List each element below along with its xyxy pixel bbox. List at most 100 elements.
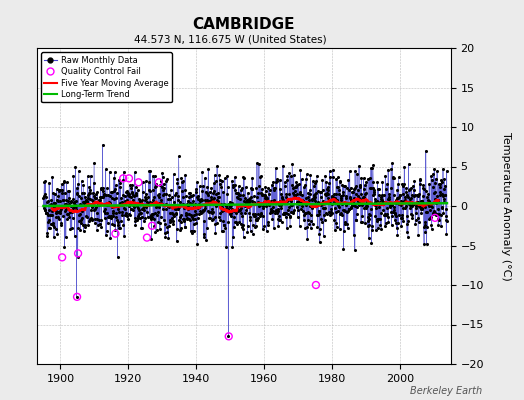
Point (380, 200, 388, 206)
Point (276, 186, 285, 192)
Point (333, 174, 342, 180)
Point (170, 204, 179, 210)
Point (254, 190, 263, 197)
Point (94, 196, 103, 203)
Point (269, 198, 278, 204)
Point (176, 214, 184, 220)
Point (392, 197, 400, 203)
Point (270, 187, 279, 194)
Point (436, 189, 444, 195)
Point (132, 184, 140, 190)
Point (247, 197, 256, 204)
Point (334, 201, 343, 208)
Point (125, 192, 133, 199)
Point (49, 200, 58, 206)
Point (381, 222, 389, 229)
Point (224, 333, 233, 340)
Point (441, 183, 450, 190)
Point (235, 218, 243, 225)
Point (389, 174, 397, 180)
Point (117, 199, 126, 206)
Point (98, 194, 106, 201)
Point (370, 196, 379, 202)
Point (146, 199, 154, 206)
Point (274, 206, 282, 212)
Point (442, 168, 451, 174)
Point (316, 226, 324, 232)
Point (159, 187, 167, 193)
Point (310, 196, 318, 202)
Point (344, 187, 353, 194)
Point (163, 196, 172, 202)
Point (140, 207, 149, 213)
Point (212, 202, 221, 209)
Point (44, 219, 52, 225)
Point (174, 193, 182, 199)
Point (255, 203, 264, 209)
Point (180, 216, 189, 222)
Point (422, 241, 431, 248)
Point (166, 210, 174, 216)
Point (173, 206, 182, 212)
Point (116, 225, 124, 231)
Point (96, 194, 104, 200)
Point (198, 188, 206, 194)
Point (279, 162, 287, 169)
Point (277, 204, 285, 211)
Point (443, 218, 451, 224)
Point (162, 191, 170, 197)
Point (350, 232, 358, 239)
Point (124, 189, 132, 196)
Point (373, 198, 381, 204)
Point (233, 194, 241, 200)
Point (128, 182, 136, 188)
Point (95, 220, 104, 227)
Point (369, 162, 377, 168)
Point (301, 182, 309, 188)
Point (260, 195, 269, 202)
Point (80, 198, 89, 205)
Point (242, 207, 250, 214)
Point (96, 197, 104, 203)
Y-axis label: Temperature Anomaly (°C): Temperature Anomaly (°C) (500, 132, 510, 280)
Point (157, 214, 165, 220)
Point (369, 192, 378, 198)
Point (277, 202, 285, 208)
Point (141, 194, 149, 200)
Point (125, 175, 133, 182)
Point (243, 228, 252, 235)
Point (244, 204, 253, 211)
Point (242, 200, 250, 206)
Point (149, 172, 157, 179)
Point (154, 209, 162, 216)
Point (202, 237, 210, 243)
Point (160, 191, 168, 198)
Point (296, 189, 304, 196)
Point (258, 186, 266, 192)
Point (216, 217, 225, 224)
Point (315, 231, 323, 237)
Point (341, 218, 349, 225)
Point (275, 202, 283, 208)
Point (383, 181, 391, 187)
Point (62, 234, 70, 240)
Point (328, 210, 336, 216)
Point (290, 192, 299, 198)
Point (361, 191, 369, 198)
Point (108, 189, 116, 195)
Point (184, 216, 193, 222)
Point (216, 210, 224, 216)
Point (340, 228, 348, 234)
Point (112, 195, 121, 202)
Point (125, 190, 133, 197)
Point (183, 216, 191, 222)
Point (409, 183, 418, 190)
Point (135, 207, 143, 214)
Point (216, 204, 225, 210)
Point (253, 160, 261, 166)
Point (56, 187, 64, 194)
Point (312, 178, 321, 184)
Point (69, 173, 78, 179)
Point (269, 178, 277, 185)
Point (141, 178, 150, 184)
